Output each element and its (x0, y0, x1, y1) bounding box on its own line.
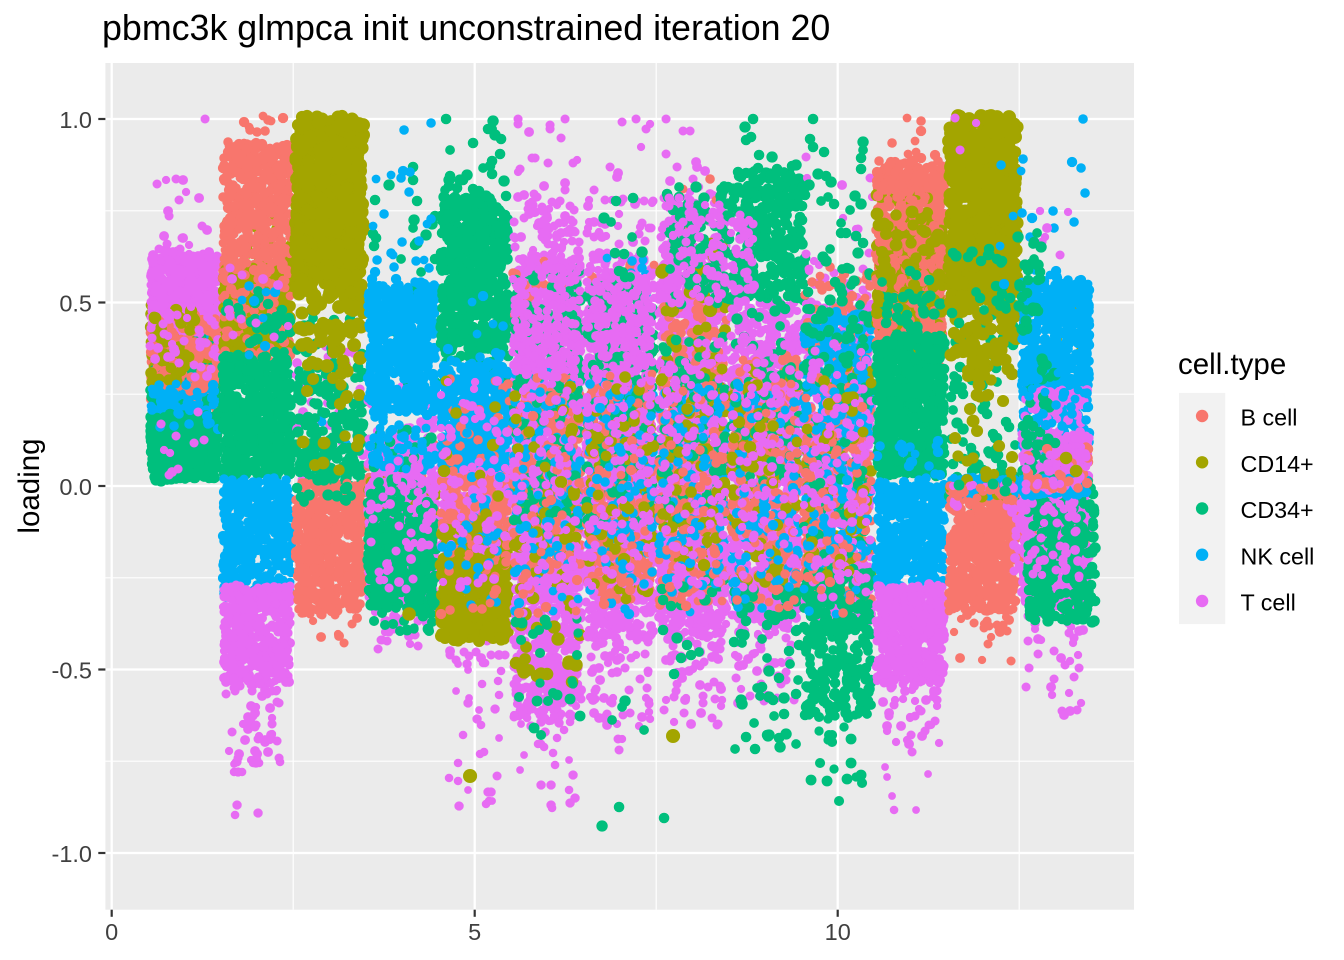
svg-text:NK cell: NK cell (1241, 543, 1315, 569)
svg-text:CD14+: CD14+ (1241, 451, 1314, 477)
svg-text:cell.type: cell.type (1178, 348, 1286, 381)
svg-text:0: 0 (105, 919, 118, 945)
svg-text:1.0: 1.0 (59, 107, 92, 133)
svg-text:T cell: T cell (1241, 590, 1296, 616)
svg-text:CD34+: CD34+ (1241, 497, 1314, 523)
svg-text:5: 5 (468, 919, 481, 945)
svg-text:0.5: 0.5 (59, 291, 92, 317)
svg-text:-1.0: -1.0 (52, 841, 93, 867)
svg-text:-0.5: -0.5 (52, 658, 93, 684)
svg-text:10: 10 (825, 919, 851, 945)
svg-text:pbmc3k glmpca init unconstrain: pbmc3k glmpca init unconstrained iterati… (102, 8, 830, 48)
svg-text:loading: loading (13, 438, 46, 533)
svg-text:B cell: B cell (1241, 405, 1298, 431)
svg-text:0.0: 0.0 (59, 474, 92, 500)
